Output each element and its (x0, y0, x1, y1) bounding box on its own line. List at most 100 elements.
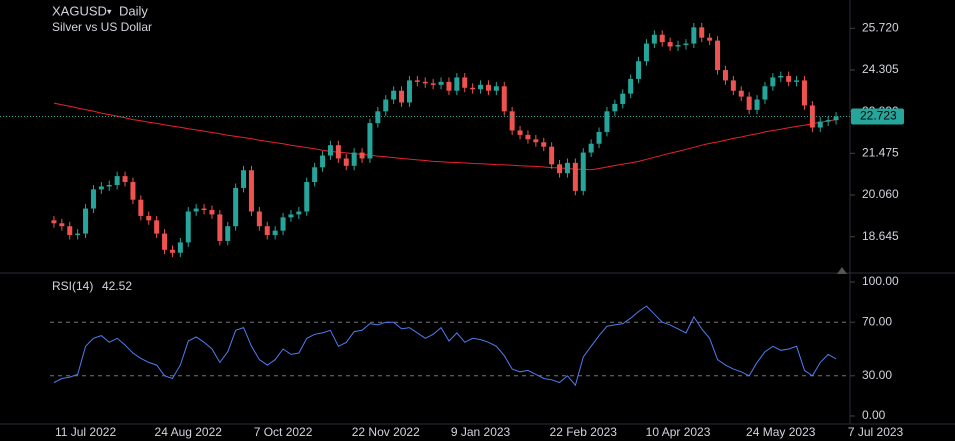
candle-body (114, 176, 120, 185)
y-tick-label: 70.00 (862, 314, 892, 328)
candle-body (675, 45, 681, 47)
candle-body (90, 189, 96, 209)
candle-body (778, 75, 784, 78)
candle-body (225, 226, 231, 241)
candle-body (541, 142, 547, 147)
candle-body (122, 176, 128, 183)
candle-body (272, 230, 278, 236)
candle-body (659, 34, 665, 43)
candle-body (517, 130, 523, 135)
rsi-title: RSI(14) (52, 279, 93, 293)
candle-body (580, 152, 586, 191)
candle-body (146, 215, 152, 221)
y-tick-label: 25.720 (862, 20, 899, 34)
candle-body (612, 103, 618, 112)
candle-body (746, 96, 752, 110)
y-tick-label: 21.475 (862, 145, 899, 159)
dropdown-icon[interactable]: ▾ (107, 6, 112, 16)
candle-body (636, 61, 642, 79)
candle-body (383, 99, 389, 112)
candle-body (264, 226, 270, 236)
candle-body (106, 184, 112, 187)
candle-body (825, 120, 831, 122)
candle-body (628, 78, 634, 94)
candle-body (217, 214, 223, 241)
candle-body (478, 84, 484, 90)
candle-body (470, 87, 476, 90)
candle-body (786, 75, 792, 82)
x-tick-label: 7 Jul 2023 (848, 425, 904, 439)
candle-body (67, 226, 73, 236)
candle-body (375, 111, 381, 124)
candle-body (162, 233, 168, 250)
candle-body (359, 152, 365, 159)
moving-average (53, 102, 837, 171)
candle-body (801, 80, 807, 106)
candle-body (604, 111, 610, 132)
candle-body (201, 208, 207, 211)
symbol[interactable]: XAGUSD (52, 3, 107, 18)
candle-body (833, 116, 839, 121)
x-tick-label: 11 Jul 2022 (55, 425, 116, 439)
candle-body (722, 70, 728, 81)
x-tick-label: 10 Apr 2023 (646, 425, 711, 439)
candle-body (391, 90, 397, 100)
candle-body (51, 220, 57, 224)
candle-body (525, 134, 531, 140)
candle-body (683, 43, 689, 46)
candle-body (509, 111, 515, 131)
candle-body (241, 170, 247, 188)
candle-body (770, 77, 776, 87)
candle-body (414, 80, 420, 82)
candle-body (98, 186, 104, 190)
candle-body (75, 233, 81, 236)
candle-body (154, 220, 160, 234)
candle-body (233, 187, 239, 227)
x-tick-label: 7 Oct 2022 (254, 425, 313, 439)
y-tick-label: 18.645 (862, 229, 899, 243)
x-tick-label: 9 Jan 2023 (451, 425, 511, 439)
candle-body (343, 158, 349, 166)
candle-body (288, 214, 294, 218)
candle-body (643, 43, 649, 62)
candle-body (596, 131, 602, 144)
scroll-marker[interactable] (837, 267, 847, 274)
candle-body (406, 80, 412, 103)
y-tick-label: 100.00 (862, 274, 899, 288)
candle-body (493, 86, 499, 91)
candle-body (327, 145, 333, 156)
candle-body (138, 199, 144, 216)
candle-body (564, 162, 570, 174)
last-price-label: 22.723 (860, 109, 897, 123)
candle-body (296, 211, 302, 215)
candle-body (367, 123, 373, 159)
candle-body (59, 223, 65, 227)
candle-body (557, 164, 563, 174)
candle-body (699, 27, 705, 38)
candle-body (707, 37, 713, 41)
candle-body (185, 211, 191, 243)
interval[interactable]: Daily (119, 3, 148, 18)
candle-body (754, 99, 760, 110)
candle-body (209, 210, 215, 215)
candle-body (422, 81, 428, 84)
candle-body (312, 167, 318, 183)
candle-body (248, 170, 254, 212)
candle-body (438, 81, 444, 85)
candle-body (193, 208, 199, 212)
description: Silver vs US Dollar (52, 20, 152, 34)
last-price-tag (851, 108, 904, 125)
x-tick-label: 22 Nov 2022 (352, 425, 420, 439)
x-tick-label: 22 Feb 2023 (550, 425, 618, 439)
candle-body (533, 139, 539, 143)
candle-body (738, 90, 744, 97)
candle-body (454, 77, 460, 91)
y-tick-label: 0.00 (862, 408, 886, 422)
candle-body (256, 211, 262, 227)
y-tick-label: 30.00 (862, 368, 892, 382)
candle-body (762, 86, 768, 100)
candle-body (651, 34, 657, 44)
candle-body (572, 162, 578, 191)
